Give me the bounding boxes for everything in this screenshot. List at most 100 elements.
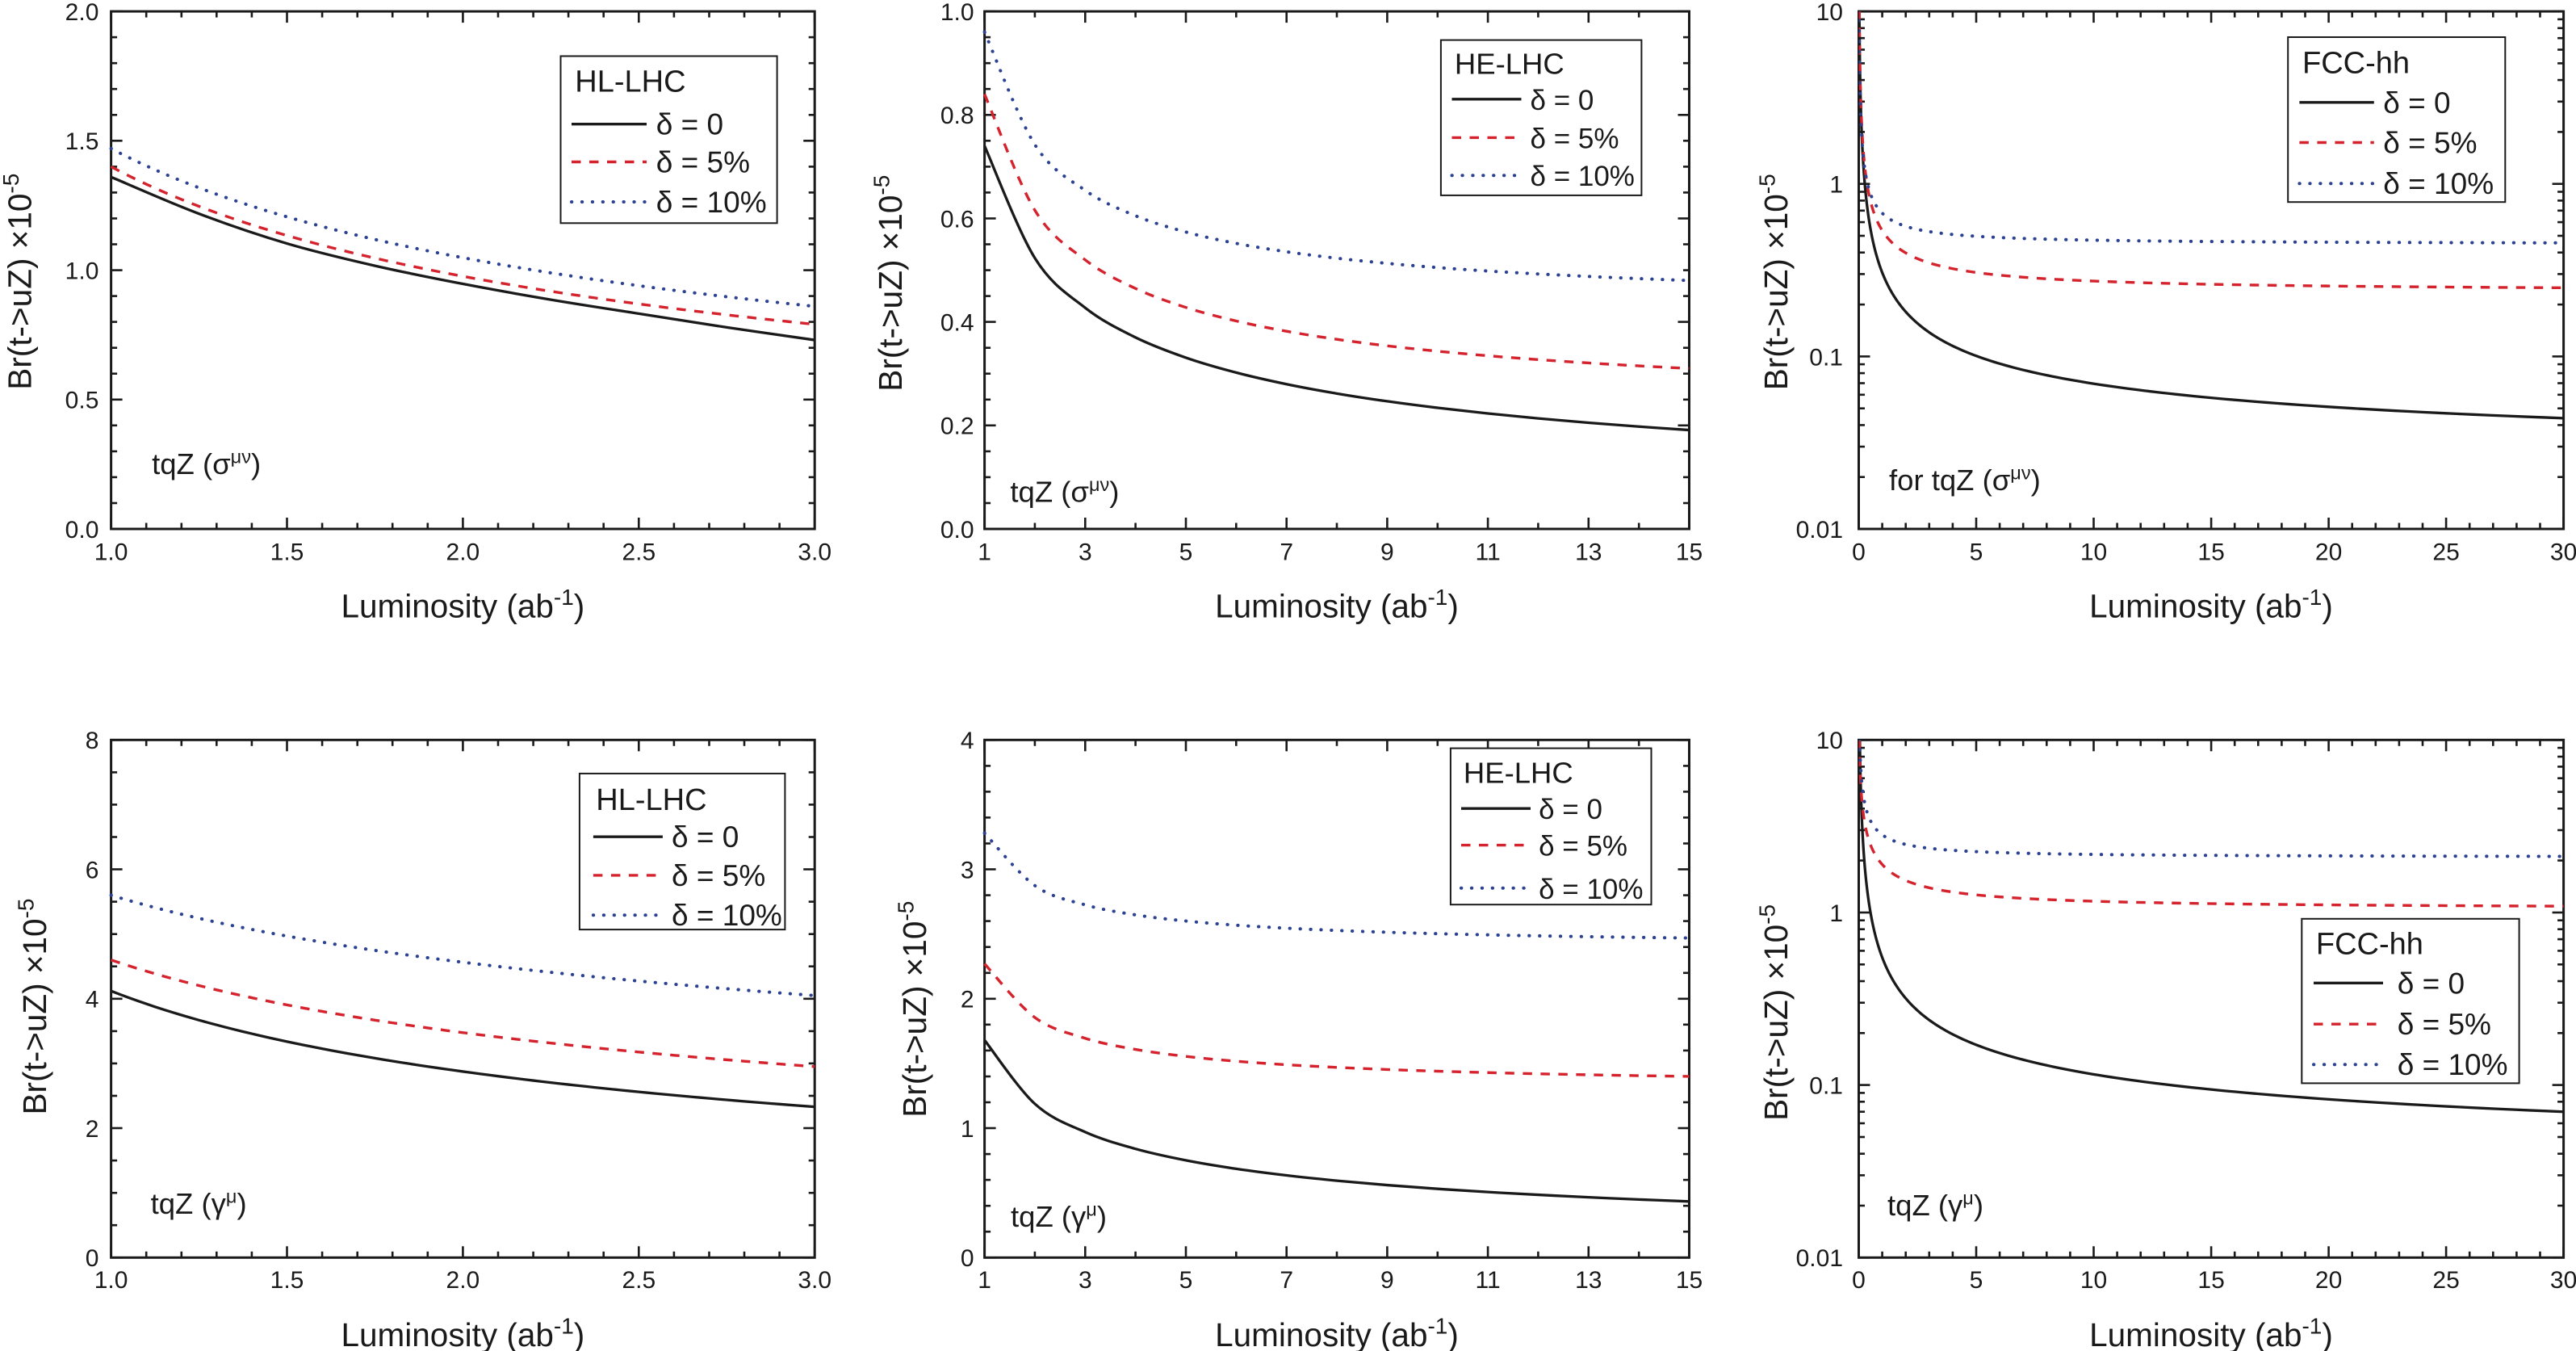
svg-text:0.1: 0.1: [1809, 344, 1843, 371]
svg-text:7: 7: [1280, 1267, 1293, 1294]
svg-text:0.1: 0.1: [1809, 1073, 1843, 1100]
svg-text:0.01: 0.01: [1796, 1245, 1843, 1272]
svg-text:3: 3: [1079, 1267, 1092, 1294]
svg-text:Br(t->uZ) ×10-5: Br(t->uZ) ×10-5: [0, 174, 39, 390]
svg-text:Luminosity (ab-1): Luminosity (ab-1): [341, 585, 585, 625]
svg-text:15: 15: [2197, 539, 2224, 565]
svg-text:δ = 5%: δ = 5%: [2398, 1008, 2491, 1041]
svg-text:3.0: 3.0: [798, 1267, 831, 1294]
svg-text:0.5: 0.5: [65, 388, 99, 414]
svg-text:2.0: 2.0: [65, 0, 99, 26]
svg-text:HL-LHC: HL-LHC: [596, 783, 706, 817]
svg-text:δ = 0: δ = 0: [672, 820, 739, 854]
svg-text:1: 1: [1829, 900, 1843, 927]
svg-text:11: 11: [1476, 539, 1501, 565]
svg-text:Luminosity (ab-1): Luminosity (ab-1): [1215, 585, 1459, 625]
svg-text:δ = 5%: δ = 5%: [2383, 127, 2477, 160]
svg-text:9: 9: [1380, 1267, 1394, 1294]
svg-text:Luminosity (ab-1): Luminosity (ab-1): [1215, 1313, 1459, 1351]
svg-text:2: 2: [961, 987, 974, 1013]
svg-text:Br(t->uZ) ×10-5: Br(t->uZ) ×10-5: [894, 901, 934, 1118]
svg-text:2: 2: [86, 1116, 99, 1143]
svg-text:0: 0: [961, 1245, 974, 1272]
svg-text:0.4: 0.4: [940, 310, 974, 337]
svg-text:4: 4: [961, 728, 974, 754]
svg-text:δ = 5%: δ = 5%: [1539, 831, 1627, 862]
svg-text:δ = 10%: δ = 10%: [2398, 1048, 2508, 1081]
svg-text:10: 10: [1816, 0, 1843, 26]
svg-text:5: 5: [1970, 1267, 1983, 1294]
svg-text:1: 1: [1829, 172, 1843, 199]
svg-text:δ = 10%: δ = 10%: [2383, 167, 2494, 200]
svg-text:δ = 5%: δ = 5%: [672, 859, 765, 892]
svg-text:1.5: 1.5: [270, 539, 304, 565]
svg-text:HE-LHC: HE-LHC: [1455, 47, 1564, 80]
svg-text:0: 0: [1852, 1267, 1866, 1294]
svg-text:Luminosity (ab-1): Luminosity (ab-1): [2089, 1313, 2333, 1351]
svg-text:4: 4: [86, 987, 99, 1013]
svg-text:δ = 0: δ = 0: [656, 108, 723, 141]
svg-text:1.0: 1.0: [65, 258, 99, 284]
svg-text:1: 1: [978, 1267, 991, 1294]
svg-text:FCC-hh: FCC-hh: [2302, 46, 2410, 80]
svg-text:1.5: 1.5: [65, 128, 99, 155]
svg-text:HE-LHC: HE-LHC: [1464, 756, 1573, 789]
svg-text:δ = 10%: δ = 10%: [672, 899, 782, 932]
svg-text:13: 13: [1575, 539, 1602, 565]
svg-text:0.6: 0.6: [940, 206, 974, 233]
svg-text:3: 3: [1079, 539, 1092, 565]
svg-text:2.5: 2.5: [622, 1267, 656, 1294]
svg-text:Br(t->uZ) ×10-5: Br(t->uZ) ×10-5: [1755, 904, 1795, 1121]
svg-text:δ = 5%: δ = 5%: [656, 146, 750, 179]
svg-text:20: 20: [2315, 1267, 2342, 1294]
svg-text:0: 0: [86, 1245, 99, 1272]
svg-text:δ = 0: δ = 0: [1539, 794, 1602, 825]
svg-text:15: 15: [1676, 539, 1703, 565]
svg-text:0.2: 0.2: [940, 413, 974, 440]
svg-text:1.5: 1.5: [270, 1267, 304, 1294]
svg-text:HL-LHC: HL-LHC: [575, 65, 685, 99]
svg-text:δ = 10%: δ = 10%: [656, 186, 767, 219]
svg-text:Br(t->uZ) ×10-5: Br(t->uZ) ×10-5: [14, 899, 54, 1115]
svg-text:Br(t->uZ) ×10-5: Br(t->uZ) ×10-5: [869, 175, 910, 392]
svg-text:1: 1: [961, 1116, 974, 1143]
svg-text:δ = 0: δ = 0: [2383, 86, 2450, 120]
svg-text:2.0: 2.0: [446, 1267, 480, 1294]
svg-text:3: 3: [961, 858, 974, 884]
svg-text:6: 6: [86, 858, 99, 884]
svg-text:1: 1: [978, 539, 991, 565]
svg-text:δ = 10%: δ = 10%: [1531, 161, 1635, 192]
svg-text:δ = 0: δ = 0: [2398, 967, 2465, 1000]
svg-text:2.0: 2.0: [446, 539, 480, 565]
svg-text:Luminosity (ab-1): Luminosity (ab-1): [341, 1313, 585, 1351]
svg-text:25: 25: [2432, 539, 2459, 565]
svg-text:5: 5: [1970, 539, 1983, 565]
svg-text:0.8: 0.8: [940, 103, 974, 129]
svg-text:tqZ (γμ): tqZ (γμ): [151, 1186, 247, 1221]
svg-text:0.0: 0.0: [940, 517, 974, 543]
svg-text:Br(t->uZ) ×10-5: Br(t->uZ) ×10-5: [1755, 174, 1795, 390]
svg-text:tqZ (σμν): tqZ (σμν): [1010, 474, 1119, 509]
svg-text:10: 10: [2080, 539, 2107, 565]
svg-text:0.01: 0.01: [1796, 517, 1843, 543]
svg-text:1.0: 1.0: [940, 0, 974, 26]
svg-text:13: 13: [1575, 1267, 1602, 1294]
svg-text:7: 7: [1280, 539, 1293, 565]
svg-text:3.0: 3.0: [798, 539, 831, 565]
svg-text:2.5: 2.5: [622, 539, 656, 565]
svg-text:δ = 10%: δ = 10%: [1539, 874, 1643, 905]
svg-text:δ = 0: δ = 0: [1531, 85, 1594, 116]
svg-text:0.0: 0.0: [65, 517, 99, 543]
svg-text:Luminosity (ab-1): Luminosity (ab-1): [2089, 585, 2333, 625]
svg-text:10: 10: [1816, 728, 1843, 754]
svg-text:8: 8: [86, 728, 99, 754]
svg-text:30: 30: [2550, 539, 2576, 565]
svg-text:15: 15: [1676, 1267, 1703, 1294]
svg-text:5: 5: [1179, 1267, 1193, 1294]
svg-text:δ = 5%: δ = 5%: [1531, 123, 1619, 154]
svg-text:FCC-hh: FCC-hh: [2316, 927, 2423, 961]
svg-text:1.0: 1.0: [94, 539, 128, 565]
svg-text:25: 25: [2432, 1267, 2459, 1294]
svg-text:10: 10: [2080, 1267, 2107, 1294]
svg-text:1.0: 1.0: [94, 1267, 128, 1294]
